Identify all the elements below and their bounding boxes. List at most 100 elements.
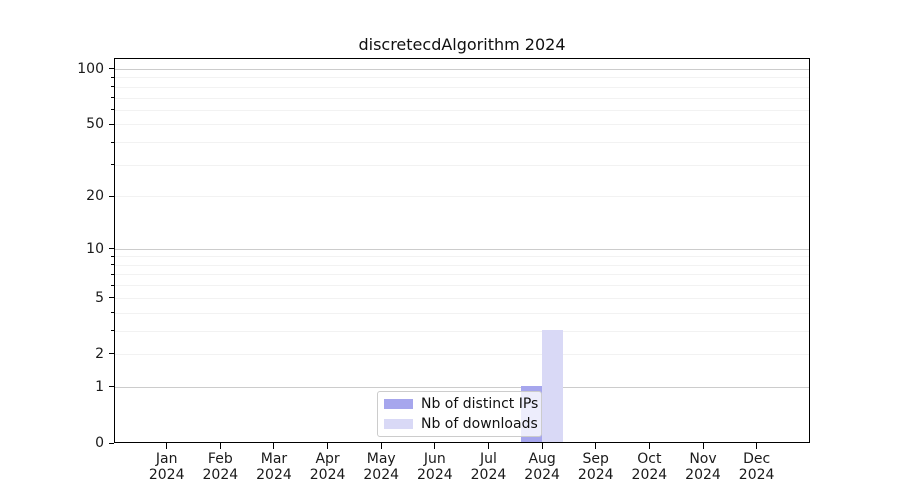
x-tick-label: Jul 2024: [460, 451, 516, 483]
x-tick-month: Jul: [480, 451, 497, 467]
x-tick-label: Feb 2024: [192, 451, 248, 483]
x-tick-mark: [273, 443, 275, 449]
x-tick-mark: [648, 443, 650, 449]
x-tick-label: Oct 2024: [621, 451, 677, 483]
y-tick-label: 1: [95, 378, 104, 395]
x-tick-mark: [327, 443, 329, 449]
legend-swatch-icon: [384, 399, 413, 409]
gridline: [115, 256, 809, 258]
x-tick-month: Nov: [689, 451, 717, 467]
x-tick-month: Oct: [637, 451, 662, 467]
y-tick-mark: [108, 248, 114, 250]
y-minor-tick-mark: [111, 86, 114, 88]
gridline: [115, 142, 809, 144]
y-tick-mark: [108, 68, 114, 70]
gridline: [115, 124, 809, 126]
gridline: [115, 274, 809, 276]
y-minor-tick-mark: [111, 164, 114, 166]
x-tick-label: Apr 2024: [300, 451, 356, 483]
y-tick-label: 0: [95, 435, 104, 451]
gridline: [115, 68, 809, 70]
gridline: [115, 248, 809, 250]
x-tick-month: Feb: [207, 451, 233, 467]
x-tick-year: 2024: [524, 467, 560, 483]
x-tick-year: 2024: [631, 467, 668, 483]
gridline: [115, 109, 809, 111]
y-tick-mark: [108, 297, 114, 299]
x-tick-label: Nov 2024: [675, 451, 731, 483]
x-tick-label: May 2024: [353, 451, 409, 483]
y-tick-mark: [108, 386, 114, 388]
legend-label: Nb of downloads: [421, 416, 538, 432]
x-tick-mark: [487, 443, 489, 449]
x-tick-year: 2024: [363, 467, 400, 483]
gridline: [115, 353, 809, 355]
x-tick-month: Sep: [582, 451, 609, 467]
x-tick-month: May: [366, 451, 396, 467]
chart-title: discretecdAlgorithm 2024: [358, 35, 566, 54]
y-tick-mark: [108, 353, 114, 355]
x-tick-label: Aug 2024: [514, 451, 570, 483]
y-minor-tick-mark: [111, 255, 114, 257]
y-minor-tick-mark: [111, 284, 114, 286]
x-tick-mark: [595, 443, 597, 449]
x-tick-mark: [702, 443, 704, 449]
x-tick-mark: [541, 443, 543, 449]
x-tick-mark: [380, 443, 382, 449]
x-tick-label: Dec 2024: [729, 451, 785, 483]
plot-area: [114, 58, 810, 443]
x-tick-label: Jan 2024: [139, 451, 195, 483]
x-tick-label: Mar 2024: [246, 451, 302, 483]
x-tick-year: 2024: [417, 467, 453, 483]
gridline: [115, 264, 809, 266]
legend: Nb of distinct IPs Nb of downloads: [377, 391, 542, 437]
x-tick-year: 2024: [470, 467, 507, 483]
x-tick-year: 2024: [202, 467, 239, 483]
x-tick-year: 2024: [256, 467, 292, 483]
y-minor-tick-mark: [111, 273, 114, 275]
gridline: [115, 77, 809, 79]
x-tick-month: Apr: [315, 451, 340, 467]
x-tick-month: Jan: [155, 451, 178, 467]
y-minor-tick-mark: [111, 330, 114, 332]
gridline: [115, 330, 809, 332]
legend-item: Nb of distinct IPs: [384, 396, 541, 412]
y-tick-label: 5: [95, 289, 104, 306]
y-minor-tick-mark: [111, 76, 114, 78]
gridline: [115, 285, 809, 287]
gridline: [115, 196, 809, 198]
y-tick-mark: [108, 195, 114, 197]
y-minor-tick-mark: [111, 264, 114, 266]
y-minor-tick-mark: [111, 141, 114, 143]
x-tick-year: 2024: [309, 467, 346, 483]
x-tick-year: 2024: [577, 467, 614, 483]
y-tick-label: 100: [77, 60, 104, 77]
gridline: [115, 164, 809, 166]
x-tick-month: Mar: [260, 451, 288, 467]
x-tick-mark: [219, 443, 221, 449]
y-minor-tick-mark: [111, 109, 114, 111]
y-minor-tick-mark: [111, 312, 114, 314]
y-tick-label: 50: [86, 116, 104, 133]
gridline: [115, 386, 809, 388]
legend-label: Nb of distinct IPs: [421, 396, 539, 412]
x-tick-mark: [166, 443, 168, 449]
gridline: [115, 312, 809, 314]
x-tick-label: Jun 2024: [407, 451, 463, 483]
legend-swatch-icon: [384, 419, 413, 429]
x-tick-mark: [756, 443, 758, 449]
gridline: [115, 86, 809, 88]
bar-nb-of-downloads: [542, 329, 564, 442]
x-tick-month: Dec: [743, 451, 771, 467]
y-minor-tick-mark: [111, 97, 114, 99]
x-tick-label: Sep 2024: [568, 451, 624, 483]
y-tick-mark: [108, 442, 114, 444]
x-tick-month: Jun: [423, 451, 446, 467]
y-tick-label: 20: [86, 188, 104, 205]
x-tick-mark: [434, 443, 436, 449]
y-tick-label: 2: [95, 345, 104, 362]
x-tick-year: 2024: [685, 467, 721, 483]
gridline: [115, 97, 809, 99]
legend-item: Nb of downloads: [384, 416, 541, 432]
